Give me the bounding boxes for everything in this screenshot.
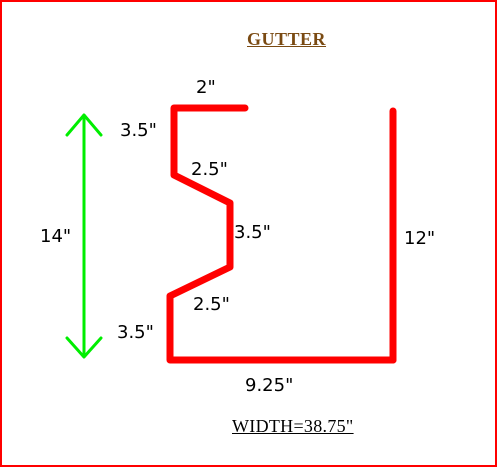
overall-height-dimension: 14" <box>40 226 72 247</box>
top-flange-dimension: 2" <box>196 77 216 98</box>
middle-vertical-dimension: 3.5" <box>234 222 271 243</box>
height-arrow <box>65 113 103 359</box>
upper-diagonal-dimension: 2.5" <box>191 159 228 180</box>
upper-vertical-dimension: 3.5" <box>120 120 157 141</box>
back-height-dimension: 12" <box>404 228 436 249</box>
lower-diagonal-dimension: 2.5" <box>193 294 230 315</box>
diagram-title: GUTTER <box>247 29 327 49</box>
lower-vertical-dimension: 3.5" <box>117 322 154 343</box>
gutter-front-profile <box>166 104 397 364</box>
height-arrow-head-bottom <box>65 336 103 359</box>
bottom-dimension: 9.25" <box>245 375 294 396</box>
height-arrow-head-top <box>65 113 103 137</box>
total-width-label: WIDTH=38.75" <box>232 416 354 436</box>
